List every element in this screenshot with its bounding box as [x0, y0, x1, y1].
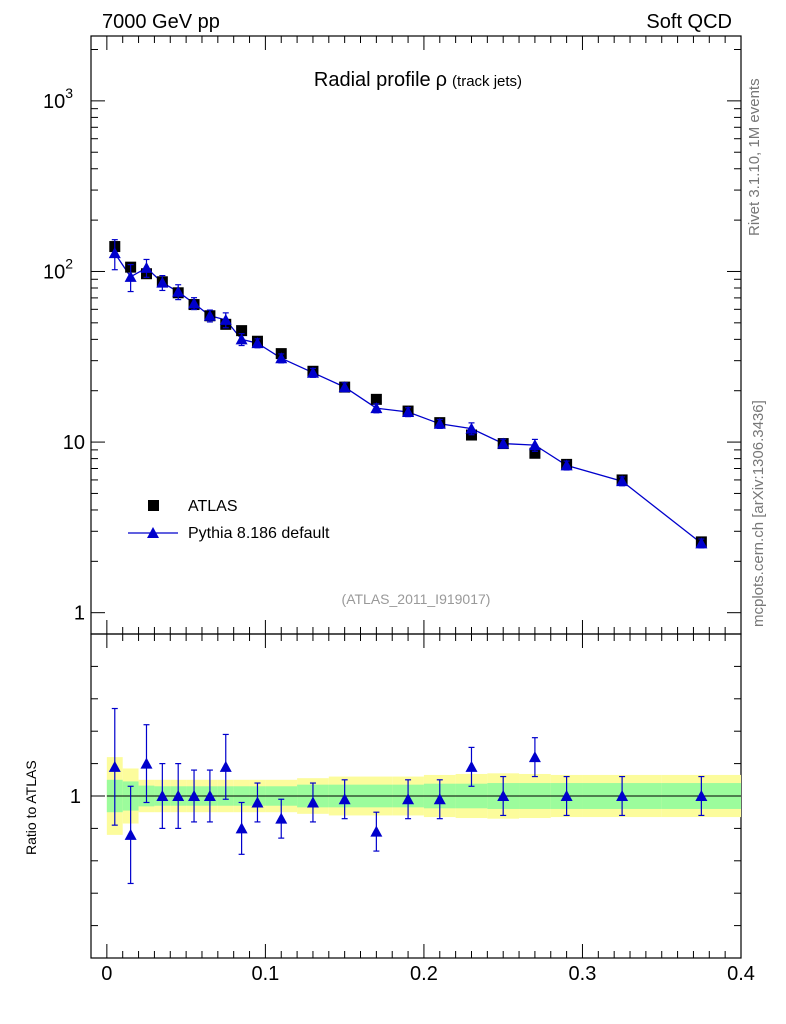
ratio-point — [306, 796, 319, 808]
pythia-line — [114, 252, 702, 544]
ratio-point — [219, 760, 232, 772]
rivet-label: Rivet 3.1.10, 1M events — [746, 78, 763, 236]
atlas-point — [529, 447, 541, 459]
x-tick-label: 0.3 — [569, 963, 597, 985]
pythia-point — [108, 247, 121, 259]
ratio-point — [465, 760, 478, 772]
pythia-point — [338, 381, 351, 393]
ratio-point — [124, 828, 137, 840]
x-tick-label: 0 — [101, 963, 112, 985]
pythia-point — [275, 352, 288, 364]
ratio-point — [338, 793, 351, 805]
ratio-point — [140, 757, 153, 769]
ratio-point — [156, 790, 169, 801]
legend-atlas-label: ATLAS — [188, 498, 238, 515]
ratio-point — [235, 822, 248, 834]
ratio-point — [188, 790, 201, 801]
x-tick-label: 0.2 — [410, 963, 438, 985]
main-title: Radial profile ρ (track jets) — [314, 69, 522, 91]
mcplots-label: mcplots.cern.ch [arXiv:1306.3436] — [750, 400, 767, 627]
ratio-point — [370, 825, 383, 837]
pythia-point — [695, 537, 708, 549]
legend-pythia-label: Pythia 8.186 default — [188, 525, 330, 542]
pythia-point — [433, 417, 446, 429]
legend-atlas-marker — [148, 500, 159, 511]
ratio-axes: 1 0 0.1 0.2 0.3 0.4 — [70, 634, 755, 985]
header-right: Soft QCD — [646, 11, 732, 33]
ratio-point — [433, 793, 446, 805]
ratio-marks — [108, 707, 708, 885]
main-axes: 1 10 102 103 — [43, 36, 742, 634]
y-tick-label-main: 102 — [43, 255, 73, 283]
main-panel: Radial profile ρ (track jets) (ATLAS_2011_… — [43, 35, 742, 635]
ratio-point — [402, 793, 415, 805]
main-marks — [108, 239, 708, 549]
ratio-point — [497, 790, 510, 801]
ratio-point — [275, 812, 288, 824]
ratio-point — [695, 790, 708, 801]
atlas-point — [370, 393, 382, 405]
pythia-point — [528, 439, 541, 451]
x-tick-label: 0.4 — [727, 963, 755, 985]
ratio-point — [203, 790, 216, 801]
y-tick-label-main: 10 — [63, 432, 85, 454]
pythia-point — [203, 309, 216, 321]
pythia-point — [235, 333, 248, 345]
legend-pythia-marker — [147, 527, 159, 538]
y-tick-label-main: 103 — [43, 85, 73, 113]
pythia-point — [219, 313, 232, 325]
ratio-ylabel: Ratio to ATLAS — [23, 760, 39, 855]
pythia-point — [560, 459, 573, 471]
pythia-point — [370, 402, 383, 414]
ratio-point — [251, 796, 264, 808]
pythia-point — [306, 366, 319, 378]
ratio-point — [172, 790, 185, 801]
analysis-label: (ATLAS_2011_I919017) — [342, 591, 491, 607]
header-left: 7000 GeV pp — [102, 11, 220, 33]
legend: ATLAS Pythia 8.186 default — [128, 498, 330, 542]
ratio-point — [528, 751, 541, 763]
pythia-point — [465, 422, 478, 434]
y-tick-label-main: 1 — [74, 603, 85, 625]
pythia-point — [497, 437, 510, 449]
atlas-point — [236, 325, 248, 337]
pythia-point — [251, 337, 264, 349]
x-tick-label: 0.1 — [251, 963, 279, 985]
pythia-point — [140, 261, 153, 273]
y-tick-label-ratio: 1 — [70, 786, 81, 808]
pythia-point — [188, 297, 201, 309]
main-frame — [90, 35, 742, 635]
ratio-point — [616, 790, 629, 801]
pythia-point — [124, 270, 137, 282]
pythia-point — [616, 475, 629, 487]
ratio-bands — [106, 757, 741, 835]
ratio-point — [560, 790, 573, 801]
pythia-point — [156, 276, 169, 288]
pythia-point — [402, 406, 415, 418]
ratio-panel: Ratio to ATLAS 1 0 0.1 0.2 0.3 0.4 — [23, 633, 755, 985]
pythia-point — [172, 285, 185, 297]
ratio-point — [108, 760, 121, 772]
